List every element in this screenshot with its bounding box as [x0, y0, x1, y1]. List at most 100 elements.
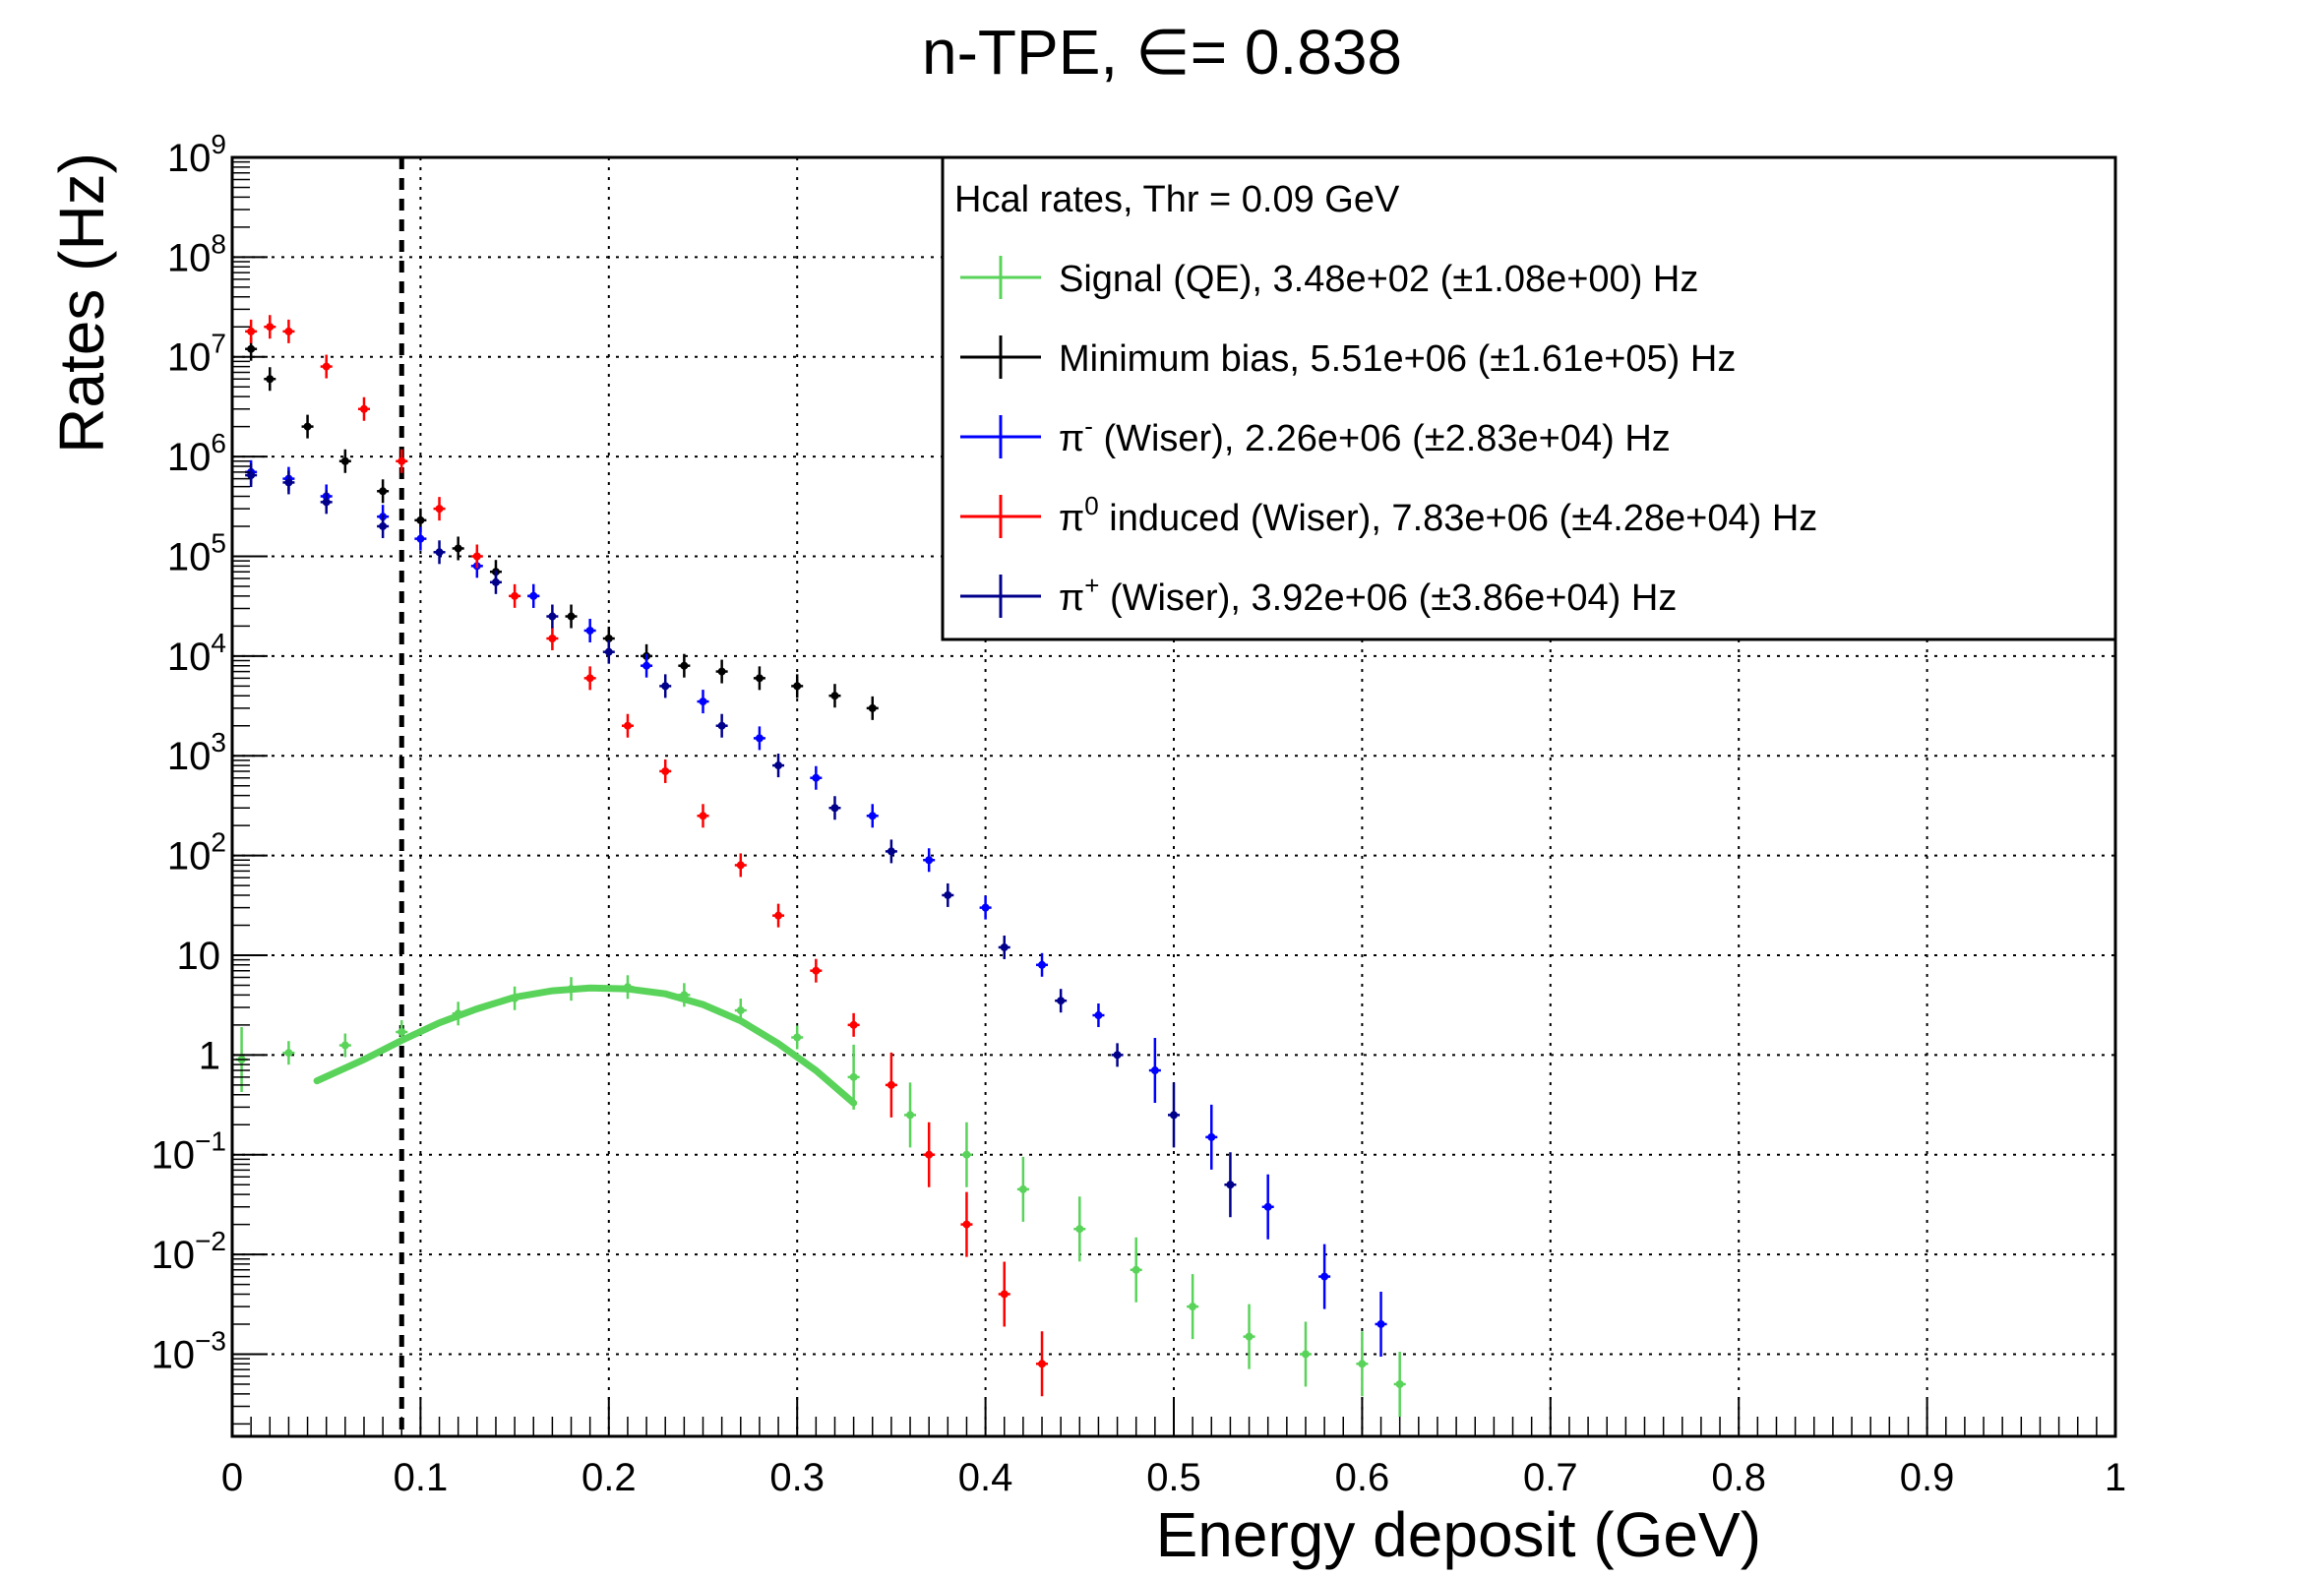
- x-tick-label: 0: [221, 1456, 243, 1499]
- data-point: [1263, 1202, 1272, 1211]
- data-point: [548, 612, 557, 621]
- data-point: [925, 856, 934, 865]
- data-point: [736, 861, 745, 870]
- data-point: [284, 327, 293, 335]
- data-point: [266, 323, 275, 332]
- data-point: [849, 1072, 858, 1081]
- data-point: [511, 591, 520, 600]
- data-point: [1395, 1379, 1404, 1388]
- data-point: [793, 1033, 802, 1042]
- y-tick-label: 105: [167, 527, 226, 578]
- data-point: [1000, 942, 1009, 951]
- data-point: [266, 375, 275, 384]
- signal-fit-curve: [313, 984, 858, 1107]
- x-tick-label: 0.2: [581, 1456, 637, 1499]
- data-point: [340, 456, 349, 465]
- x-tick-label: 0.3: [769, 1456, 825, 1499]
- fit-layer: [313, 984, 858, 1107]
- data-point: [491, 577, 500, 586]
- data-point: [1245, 1332, 1254, 1341]
- data-point: [1000, 1290, 1009, 1299]
- series-1: [245, 336, 879, 720]
- data-point: [717, 667, 726, 676]
- data-point: [736, 1006, 745, 1015]
- data-point: [604, 635, 613, 643]
- chart-title: n-TPE, ∈= 0.838: [922, 17, 1402, 88]
- data-point: [416, 516, 425, 524]
- data-point: [1189, 1303, 1197, 1311]
- legend-header: Hcal rates, Thr = 0.09 GeV: [954, 179, 1400, 220]
- data-point: [529, 591, 538, 600]
- data-point: [472, 552, 481, 561]
- x-tick-label: 0.7: [1523, 1456, 1578, 1499]
- data-point: [604, 647, 613, 656]
- data-point: [1226, 1181, 1235, 1189]
- data-point: [1170, 1111, 1178, 1120]
- data-point: [774, 761, 783, 770]
- data-point: [755, 674, 764, 683]
- data-point: [284, 478, 293, 487]
- y-tick-label: 10−2: [152, 1226, 226, 1277]
- y-tick-label: 102: [167, 827, 226, 879]
- data-point: [962, 1220, 971, 1229]
- data-point: [699, 812, 707, 820]
- data-point: [642, 661, 651, 670]
- data-point: [416, 534, 425, 543]
- data-point: [1038, 960, 1047, 969]
- legend-entry-label: π0 induced (Wiser), 7.83e+06 (±4.28e+04)…: [1059, 491, 1817, 539]
- data-point: [717, 721, 726, 730]
- data-point: [379, 487, 388, 496]
- y-tick-label: 106: [167, 428, 226, 479]
- data-point: [774, 911, 783, 920]
- y-tick-label: 10−3: [152, 1325, 226, 1376]
- data-point: [661, 766, 670, 775]
- data-point: [680, 661, 689, 670]
- x-tick-label: 1: [2105, 1456, 2126, 1499]
- y-tick-label: 108: [167, 228, 226, 279]
- legend-box: [941, 155, 2117, 641]
- data-point: [1038, 1360, 1047, 1368]
- data-point: [1376, 1319, 1385, 1328]
- data-point: [868, 812, 877, 820]
- x-axis-title: Energy deposit (GeV): [1156, 1499, 1761, 1570]
- data-point: [812, 773, 821, 782]
- data-point: [1131, 1265, 1140, 1274]
- data-point: [322, 498, 331, 507]
- data-point: [849, 1020, 858, 1029]
- legend-entry-label: π+ (Wiser), 3.92e+06 (±3.86e+04) Hz: [1059, 571, 1677, 619]
- data-point: [981, 903, 990, 912]
- data-point: [868, 703, 877, 712]
- data-point: [435, 548, 444, 557]
- data-point: [1358, 1360, 1367, 1368]
- data-point: [925, 1150, 934, 1159]
- y-tick-label: 109: [167, 129, 226, 180]
- data-point: [284, 1049, 293, 1058]
- data-point: [247, 327, 256, 335]
- data-point: [962, 1150, 971, 1159]
- data-point: [247, 344, 256, 353]
- y-tick-label: 103: [167, 727, 226, 778]
- data-point: [623, 721, 632, 730]
- data-point: [548, 635, 557, 643]
- x-tick-label: 0.8: [1711, 1456, 1766, 1499]
- data-point: [906, 1111, 915, 1120]
- data-point: [398, 1027, 406, 1036]
- data-point: [359, 404, 368, 413]
- series-3: [245, 315, 1049, 1397]
- data-point: [830, 804, 839, 813]
- data-point: [398, 456, 406, 465]
- grid: [232, 157, 2115, 1436]
- data-point: [793, 682, 802, 691]
- data-point: [812, 966, 821, 975]
- data-point: [1301, 1350, 1310, 1359]
- data-point: [1320, 1272, 1329, 1281]
- axes: 0 0.1 0.2 0.3 0.4 0.5 0.6 0.7 0.8 0.9 1 10−3 10−2 10−…: [152, 129, 2127, 1499]
- data-point: [887, 1080, 895, 1089]
- data-point: [247, 471, 256, 480]
- data-point: [1075, 1225, 1084, 1234]
- y-tick-label: 104: [167, 628, 226, 679]
- data-point: [454, 544, 462, 553]
- series-4: [245, 463, 1237, 1218]
- data-point: [1113, 1051, 1122, 1060]
- x-tick-label: 0.5: [1146, 1456, 1201, 1499]
